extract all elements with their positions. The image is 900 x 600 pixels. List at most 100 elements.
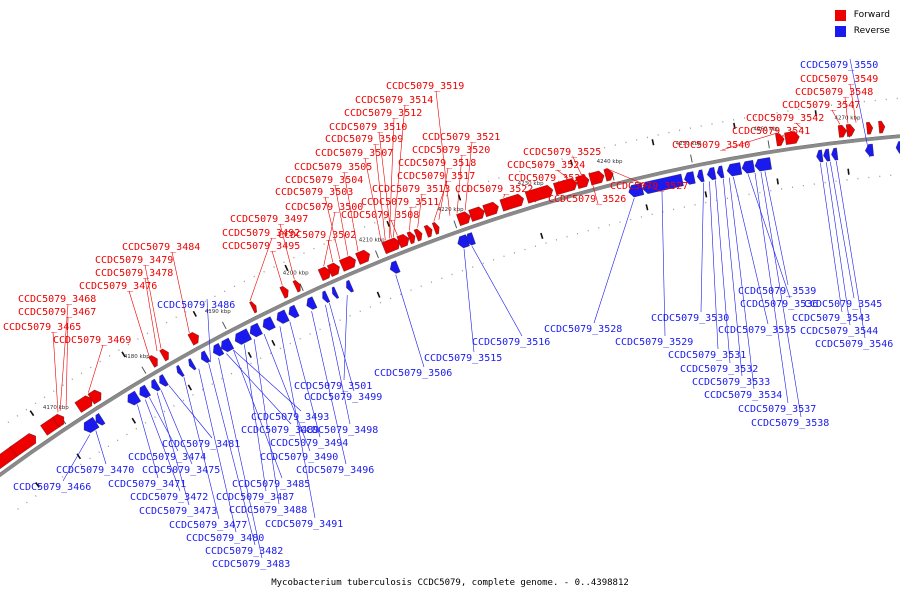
forward-gene-label: CCDC5079_3503 xyxy=(275,187,353,198)
forward-gene-label: CCDC5079_3497 xyxy=(230,214,308,225)
reverse-gene-label: CCDC5079_3530 xyxy=(651,313,729,324)
reverse-leader-line xyxy=(263,334,311,452)
reverse-gene xyxy=(864,143,874,157)
reverse-leader-line xyxy=(226,353,292,425)
reverse-leader-line xyxy=(329,302,355,392)
forward-gene xyxy=(499,193,524,212)
reverse-leader-line xyxy=(160,390,193,465)
forward-gene-label: CCDC5079_3507 xyxy=(315,148,393,159)
forward-gene-label: CCDC5079_3526 xyxy=(548,194,626,205)
reverse-gene-label: CCDC5079_3472 xyxy=(130,492,208,503)
reverse-gene xyxy=(726,162,743,177)
backbone xyxy=(0,134,900,478)
scale-tick-label: 4190 kbp xyxy=(205,309,231,315)
scale-tick-label: 4200 kbp xyxy=(283,270,309,276)
reverse-gene xyxy=(159,374,169,387)
reverse-gene xyxy=(895,141,900,154)
forward-gene-label: CCDC5079_3492 xyxy=(222,228,300,239)
forward-gene-label: CCDC5079_3500 xyxy=(285,202,363,213)
marker-tick xyxy=(121,351,126,358)
reverse-leader-line xyxy=(820,163,843,313)
forward-gene xyxy=(52,413,65,428)
forward-gene xyxy=(413,228,423,242)
forward-leader-line xyxy=(393,104,406,237)
marker-tick xyxy=(704,191,708,198)
forward-gene xyxy=(317,266,331,281)
forward-gene-label: CCDC5079_3476 xyxy=(79,281,157,292)
scale-tick xyxy=(141,366,147,374)
forward-gene xyxy=(603,168,614,182)
reverse-gene xyxy=(188,358,197,371)
forward-leader-line xyxy=(464,141,473,211)
marker-tick xyxy=(76,453,82,460)
forward-gene xyxy=(355,249,370,265)
reverse-leader-line xyxy=(183,376,220,520)
reverse-leader-line xyxy=(233,349,283,479)
reverse-gene-label: CCDC5079_3516 xyxy=(472,337,550,348)
reverse-gene-label: CCDC5079_3485 xyxy=(232,479,310,490)
reverse-leader-line xyxy=(343,295,348,381)
reverse-gene-label: CCDC5079_3481 xyxy=(162,439,240,450)
reverse-gene xyxy=(741,160,756,174)
reverse-leader-line xyxy=(62,434,91,482)
scale-tick xyxy=(690,154,693,163)
reverse-gene-label: CCDC5079_3545 xyxy=(804,299,882,310)
reverse-gene xyxy=(831,147,839,161)
forward-leader-line xyxy=(343,171,359,252)
reverse-leader-line xyxy=(661,191,666,337)
forward-leader-line xyxy=(589,172,599,205)
forward-leader-line xyxy=(59,303,69,412)
forward-swatch xyxy=(834,9,846,21)
forward-leader-line xyxy=(781,130,794,137)
reverse-gene-label: CCDC5079_3490 xyxy=(260,452,338,463)
reverse-leader-line xyxy=(253,339,280,505)
reverse-gene-label: CCDC5079_3544 xyxy=(800,326,878,337)
reverse-gene xyxy=(276,309,290,324)
forward-gene-label: CCDC5079_3549 xyxy=(800,74,878,85)
forward-gene-label: CCDC5079_3467 xyxy=(18,307,96,318)
marker-tick xyxy=(284,264,289,271)
reverse-gene-label: CCDC5079_3482 xyxy=(205,546,283,557)
scale-tick-label: 4270 kbp xyxy=(835,115,861,121)
scale-tick xyxy=(221,321,227,330)
forward-leader-line xyxy=(556,169,569,179)
reverse-gene-label: CCDC5079_3494 xyxy=(270,438,348,449)
forward-gene xyxy=(148,355,158,368)
forward-leader-line xyxy=(364,157,382,242)
reverse-gene-label: CCDC5079_3538 xyxy=(751,418,829,429)
forward-gene-label: CCDC5079_3518 xyxy=(398,158,476,169)
forward-gene xyxy=(553,178,578,196)
reverse-gene xyxy=(234,328,252,345)
forward-gene xyxy=(74,395,93,413)
forward-leader-line xyxy=(249,237,273,302)
scale-tick xyxy=(767,140,770,149)
forward-leader-line xyxy=(503,193,506,198)
reverse-gene-label: CCDC5079_3489 xyxy=(241,425,319,436)
scale-tick xyxy=(374,250,379,259)
reverse-leader-line xyxy=(156,392,190,506)
reverse-leader-line xyxy=(849,58,871,158)
forward-gene-label: CCDC5079_3508 xyxy=(341,210,419,221)
marker-tick xyxy=(247,351,252,358)
forward-leader-line xyxy=(279,223,295,280)
forward-gene xyxy=(292,280,301,293)
forward-leader-line xyxy=(334,184,349,256)
reverse-gene-label: CCDC5079_3498 xyxy=(300,425,378,436)
legend-forward-label: Forward xyxy=(853,10,890,20)
reverse-gene-label: CCDC5079_3543 xyxy=(792,313,870,324)
forward-leader-line xyxy=(324,196,341,260)
marker-tick xyxy=(192,310,197,317)
reverse-gene-label: CCDC5079_3486 xyxy=(157,300,235,311)
reverse-gene-label: CCDC5079_3477 xyxy=(169,520,247,531)
rings-layer: 4170 kbp 4180 kbp 4190 kbp 4200 kbp 4210 kbp… xyxy=(0,97,900,510)
reverse-leader-line xyxy=(732,176,769,325)
reverse-leader-line xyxy=(311,311,347,465)
forward-leader-line xyxy=(65,316,69,408)
forward-gene xyxy=(456,211,471,226)
forward-gene-label: CCDC5079_3513 xyxy=(372,184,450,195)
scale-tick xyxy=(453,220,458,229)
forward-gene-label: CCDC5079_3523 xyxy=(508,173,586,184)
forward-gene-label: CCDC5079_3511 xyxy=(361,197,439,208)
forward-gene-label: CCDC5079_3509 xyxy=(325,134,403,145)
